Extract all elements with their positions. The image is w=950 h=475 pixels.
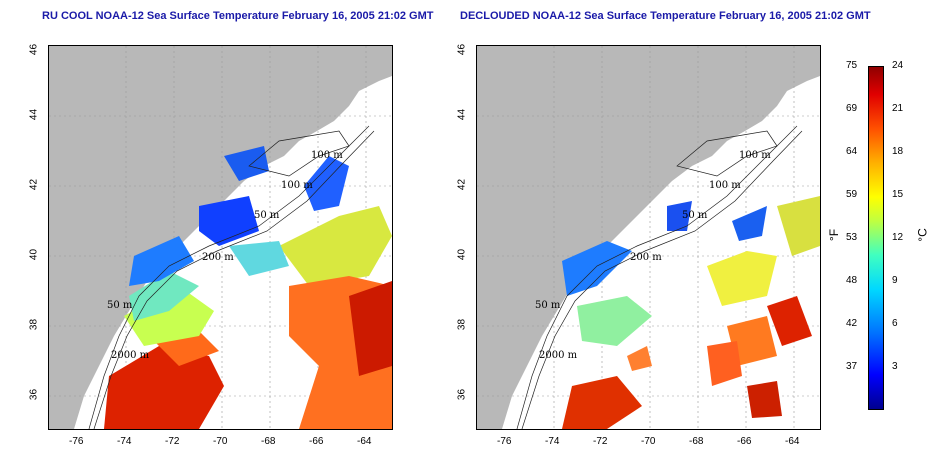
latitude-tick-label: 46 <box>456 43 468 56</box>
latitude-tick-label: 40 <box>456 248 468 261</box>
latitude-tick-label: 40 <box>28 248 40 261</box>
contour-label: 2000 m <box>111 350 150 361</box>
celsius-unit-label: °C <box>915 228 930 242</box>
latitude-tick-label: 36 <box>456 388 468 401</box>
latitude-tick-label: 38 <box>28 318 40 331</box>
contour-label: 50 m <box>107 300 133 311</box>
longitude-tick-label: -72 <box>593 436 608 447</box>
celsius-tick-label: 18 <box>892 146 904 157</box>
contour-label: 50 m <box>535 300 561 311</box>
colorbar <box>868 66 884 410</box>
longitude-tick-label: -76 <box>69 436 84 447</box>
longitude-tick-label: -66 <box>309 436 324 447</box>
contour-label: 50 m <box>254 210 280 221</box>
fahrenheit-unit-label: °F <box>827 228 842 242</box>
longitude-tick-label: -74 <box>545 436 560 447</box>
fahrenheit-tick-label: 48 <box>846 275 858 286</box>
contour-label: 100 m <box>311 150 343 161</box>
latitude-tick-label: 36 <box>28 388 40 401</box>
sst-field <box>562 196 820 429</box>
contour-label: 100 m <box>709 180 741 191</box>
fahrenheit-tick-label: 59 <box>846 189 858 200</box>
fahrenheit-tick-label: 53 <box>846 232 858 243</box>
contour-label: 2000 m <box>539 350 578 361</box>
celsius-tick-label: 6 <box>892 318 898 329</box>
longitude-tick-label: -70 <box>213 436 228 447</box>
celsius-tick-label: 24 <box>892 60 904 71</box>
latitude-tick-label: 44 <box>456 108 468 121</box>
contour-label: 50 m <box>682 210 708 221</box>
longitude-tick-label: -74 <box>117 436 132 447</box>
longitude-tick-label: -76 <box>497 436 512 447</box>
longitude-tick-label: -64 <box>785 436 800 447</box>
celsius-tick-label: 12 <box>892 232 904 243</box>
contour-label: 100 m <box>281 180 313 191</box>
latitude-tick-label: 42 <box>28 178 40 191</box>
latitude-tick-label: 46 <box>28 43 40 56</box>
fahrenheit-tick-label: 64 <box>846 146 858 157</box>
fahrenheit-tick-label: 42 <box>846 318 858 329</box>
right-map-title: DECLOUDED NOAA-12 Sea Surface Temperatur… <box>460 10 871 22</box>
longitude-tick-label: -72 <box>165 436 180 447</box>
sst-field <box>104 146 392 429</box>
celsius-tick-label: 15 <box>892 189 904 200</box>
fahrenheit-tick-label: 37 <box>846 361 858 372</box>
sst-map-declouded: 100 m 100 m 50 m 200 m 50 m 2000 m <box>476 45 821 430</box>
contour-label: 200 m <box>202 252 234 263</box>
longitude-tick-label: -66 <box>737 436 752 447</box>
longitude-tick-label: -70 <box>641 436 656 447</box>
latitude-tick-label: 44 <box>28 108 40 121</box>
latitude-tick-label: 38 <box>456 318 468 331</box>
longitude-tick-label: -64 <box>357 436 372 447</box>
longitude-tick-label: -68 <box>689 436 704 447</box>
celsius-tick-label: 9 <box>892 275 898 286</box>
latitude-tick-label: 42 <box>456 178 468 191</box>
contour-label: 200 m <box>630 252 662 263</box>
longitude-tick-label: -68 <box>261 436 276 447</box>
contour-label: 100 m <box>739 150 771 161</box>
land-mass <box>477 46 820 429</box>
celsius-tick-label: 21 <box>892 103 904 114</box>
land-mass <box>49 46 392 429</box>
fahrenheit-tick-label: 69 <box>846 103 858 114</box>
fahrenheit-tick-label: 75 <box>846 60 858 71</box>
sst-map-raw: 100 m 100 m 50 m 200 m 50 m 2000 m <box>48 45 393 430</box>
celsius-tick-label: 3 <box>892 361 898 372</box>
left-map-title: RU COOL NOAA-12 Sea Surface Temperature … <box>42 10 434 22</box>
